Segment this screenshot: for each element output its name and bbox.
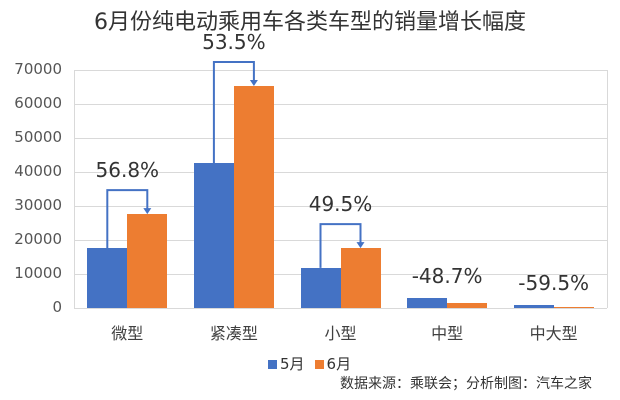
bar-june <box>233 85 274 308</box>
growth-annotation: 49.5% <box>308 192 373 217</box>
y-tick-label: 10000 <box>14 264 62 282</box>
bar-may <box>407 298 448 308</box>
bar-june <box>127 214 168 308</box>
x-tick-label: 中型 <box>431 324 464 343</box>
bar-june <box>340 248 381 308</box>
bar-may <box>513 304 554 308</box>
bar-may <box>300 267 341 308</box>
gridline <box>74 172 607 173</box>
bar-june <box>447 302 488 308</box>
axis-right <box>607 70 608 308</box>
x-tick-label: 小型 <box>324 324 357 343</box>
x-tick-label: 紧凑型 <box>209 324 258 343</box>
legend-swatch-june <box>314 360 324 369</box>
source-note: 数据来源：乘联会；分析制图：汽车之家 <box>340 376 592 392</box>
growth-annotation: 53.5% <box>202 29 266 54</box>
gridline <box>74 70 607 71</box>
growth-annotation: -48.7% <box>411 264 483 289</box>
y-tick-label: 50000 <box>14 128 62 146</box>
legend: 5月 6月 <box>268 353 351 374</box>
growth-annotation: 56.8% <box>95 158 160 183</box>
y-tick-label: 20000 <box>14 230 62 248</box>
bar-may <box>193 163 234 308</box>
legend-item-june: 6月 <box>314 353 352 374</box>
y-tick-label: 30000 <box>14 196 62 214</box>
chart-title: 6月份纯电动乘用车各类车型的销量增长幅度 <box>94 10 526 35</box>
growth-annotation: -59.5% <box>518 270 590 295</box>
legend-swatch-may <box>268 360 277 369</box>
gridline <box>74 240 607 241</box>
gridline <box>74 308 607 309</box>
y-tick-label: 60000 <box>14 94 62 112</box>
legend-item-may: 5月 <box>268 353 305 374</box>
y-tick-label: 0 <box>52 298 62 316</box>
legend-label-june: 6月 <box>326 355 352 373</box>
bar-june <box>553 306 594 308</box>
gridline <box>74 138 607 139</box>
y-tick-label: 40000 <box>14 162 62 180</box>
x-tick-label: 微型 <box>111 324 144 343</box>
gridline <box>74 104 607 105</box>
bar-may <box>87 248 128 308</box>
x-tick-label: 中大型 <box>529 324 578 343</box>
axis-left <box>74 70 75 308</box>
gridline <box>74 206 607 207</box>
y-tick-label: 70000 <box>14 60 62 78</box>
legend-label-may: 5月 <box>280 355 305 373</box>
